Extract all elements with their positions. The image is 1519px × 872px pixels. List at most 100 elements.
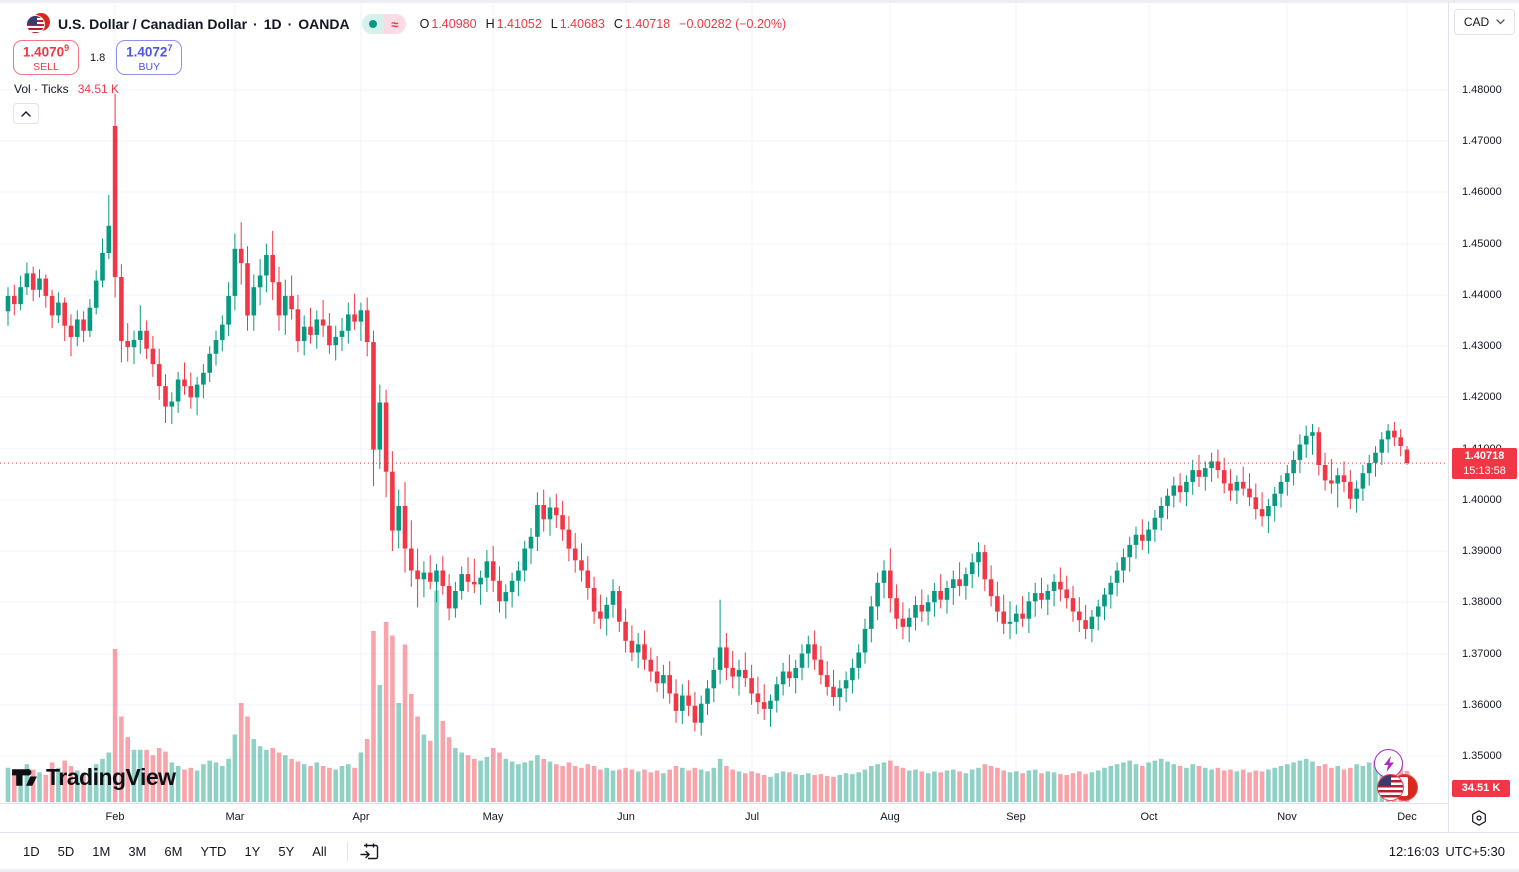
- candle-body: [81, 319, 86, 331]
- candle-body: [711, 669, 717, 689]
- volume-bar: [1234, 771, 1240, 802]
- candle-body: [1341, 475, 1347, 482]
- collapse-legend-button[interactable]: [13, 103, 39, 124]
- open-label: O: [419, 17, 430, 31]
- volume-bar: [906, 770, 912, 802]
- exchange-label[interactable]: OANDA: [298, 16, 350, 32]
- sell-button[interactable]: 1.40709 SELL: [13, 40, 79, 75]
- candle-body: [976, 552, 981, 563]
- candle-body: [182, 379, 187, 387]
- volume-bar: [1133, 764, 1139, 802]
- volume-bar: [982, 764, 988, 802]
- volume-bar: [869, 766, 874, 802]
- market-status-pill[interactable]: ≈: [361, 14, 406, 34]
- volume-bar: [654, 770, 660, 802]
- candle-body: [238, 248, 244, 264]
- chart-canvas[interactable]: [0, 3, 1448, 803]
- price-tick: 1.44000: [1462, 289, 1502, 301]
- sell-label: SELL: [33, 61, 59, 74]
- range-button-6m[interactable]: 6M: [164, 843, 183, 859]
- volume-bar: [780, 771, 786, 802]
- currency-selector[interactable]: CAD: [1454, 9, 1515, 35]
- volume-bar: [251, 739, 257, 802]
- volume-bar: [1209, 769, 1214, 802]
- chart-pane[interactable]: U.S. Dollar / Canadian Dollar · 1D · OAN…: [0, 3, 1448, 803]
- candle-body: [1398, 437, 1403, 446]
- candle-body: [68, 325, 74, 337]
- volume-bar: [346, 764, 351, 802]
- range-button-5d[interactable]: 5D: [57, 843, 75, 859]
- volume-bar: [944, 770, 950, 802]
- volume-bar: [1310, 761, 1315, 802]
- candle-body: [390, 471, 395, 531]
- candle-body: [62, 302, 67, 326]
- candle-body: [547, 507, 553, 520]
- range-button-3m[interactable]: 3M: [128, 843, 147, 859]
- volume-bar: [1196, 766, 1202, 802]
- range-button-1m[interactable]: 1M: [92, 843, 111, 859]
- sell-price-pip: 9: [64, 42, 70, 53]
- timeframe-label[interactable]: 1D: [263, 16, 282, 32]
- volume-bar: [1259, 771, 1265, 802]
- candle-body: [30, 273, 36, 290]
- volume-bar: [327, 767, 332, 802]
- range-button-5y[interactable]: 5Y: [278, 843, 295, 859]
- candle-body: [112, 125, 118, 278]
- volume-bar: [850, 774, 855, 802]
- volume-bar: [793, 774, 798, 802]
- volume-bar: [1348, 767, 1353, 802]
- candle-body: [446, 585, 452, 609]
- candle-body: [1385, 430, 1391, 440]
- candle-body: [207, 353, 212, 373]
- volume-bar: [995, 767, 1000, 802]
- candle-body: [1379, 439, 1385, 453]
- time-axis[interactable]: Feb Mar Apr May Jun Jul Aug Sep Oct Nov Dec: [0, 803, 1448, 832]
- candle-body: [5, 295, 11, 312]
- volume-bar: [1247, 772, 1252, 802]
- candle-body: [850, 667, 855, 681]
- volume-bar: [207, 760, 212, 802]
- buy-button[interactable]: 1.40727 BUY: [116, 40, 183, 75]
- go-to-date-button[interactable]: [359, 841, 380, 862]
- candle-body: [1127, 544, 1132, 558]
- range-button-ytd[interactable]: YTD: [200, 843, 227, 859]
- candle-body: [327, 325, 332, 346]
- price-axis[interactable]: CAD 1.48000 1.47000 1.46000 1.45000 1.44000 1…: [1448, 3, 1519, 832]
- volume-bar: [264, 749, 269, 802]
- boost-lightning-button[interactable]: [1374, 749, 1403, 778]
- volume-bar: [516, 764, 521, 802]
- volume-bar: [1095, 770, 1101, 802]
- range-button-1d[interactable]: 1D: [23, 843, 40, 859]
- candle-body: [333, 336, 338, 346]
- candle-body: [812, 644, 817, 660]
- volume-bar: [112, 649, 118, 802]
- clock[interactable]: 12:16:03 UTC+5:30: [1389, 844, 1505, 859]
- range-button-1y[interactable]: 1Y: [244, 843, 261, 859]
- range-button-all[interactable]: All: [312, 843, 327, 859]
- open-value: 1.40980: [431, 17, 477, 31]
- price-tick: 1.37000: [1462, 648, 1502, 660]
- candle-body: [1259, 509, 1265, 517]
- volume-bar: [661, 773, 666, 802]
- candle-body: [900, 618, 906, 627]
- symbol-title[interactable]: U.S. Dollar / Canadian Dollar · 1D · OAN…: [58, 16, 350, 32]
- tradingview-logo-icon: [12, 769, 37, 786]
- last-price-value: 1.40718: [1464, 450, 1505, 462]
- month-tick: Oct: [1140, 811, 1158, 823]
- candle-body: [138, 330, 143, 340]
- candle-body: [226, 295, 231, 325]
- candle-body: [320, 319, 326, 326]
- candle-body: [1146, 529, 1151, 541]
- study-title: Vol · Ticks: [14, 82, 69, 96]
- symbol-pair-logo: [1377, 774, 1419, 803]
- candle-body: [1297, 444, 1303, 460]
- tradingview-watermark: TradingView: [10, 763, 176, 792]
- low-value: 1.40683: [559, 17, 605, 31]
- volume-bar: [598, 769, 603, 802]
- candle-body: [270, 255, 275, 283]
- axis-settings-icon[interactable]: [1470, 809, 1488, 827]
- candle-body: [667, 675, 672, 694]
- candle-body: [1392, 430, 1397, 438]
- volume-study-legend[interactable]: Vol · Ticks 34.51 K: [14, 82, 119, 96]
- candle-body: [264, 255, 269, 276]
